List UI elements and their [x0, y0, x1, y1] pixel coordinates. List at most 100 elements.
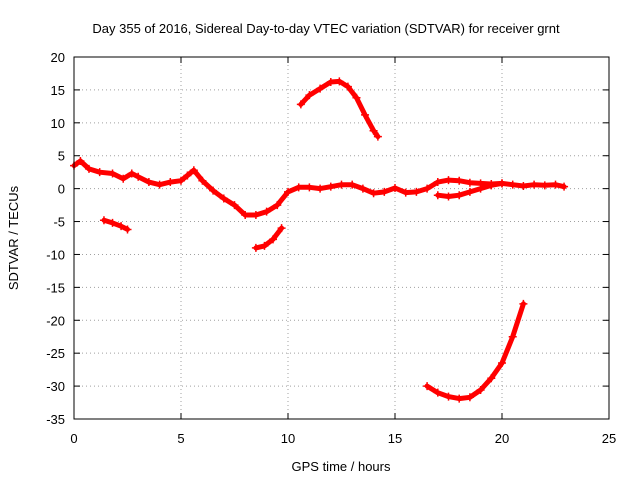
data-point — [219, 194, 228, 203]
series-arc-high — [298, 78, 381, 140]
x-tick-label: 20 — [495, 431, 509, 446]
data-point — [423, 184, 432, 193]
data-point — [476, 386, 485, 395]
data-point — [166, 178, 175, 187]
series-arc-deep — [424, 301, 526, 402]
data-point — [455, 394, 464, 403]
chart-title: Day 355 of 2016, Sidereal Day-to-day VTE… — [92, 21, 560, 36]
data-point — [465, 393, 474, 402]
data-point — [380, 187, 389, 196]
data-point — [487, 181, 496, 190]
data-point — [498, 179, 506, 188]
data-point — [487, 374, 496, 383]
data-point — [519, 182, 528, 191]
data-point — [560, 182, 569, 191]
y-tick-label: -5 — [53, 215, 65, 230]
data-point — [305, 91, 314, 100]
data-point — [189, 166, 198, 175]
data-point — [241, 210, 250, 219]
data-point — [76, 156, 85, 165]
data-point — [251, 210, 260, 219]
y-tick-label: 20 — [51, 50, 65, 65]
data-point — [108, 169, 117, 178]
data-point — [433, 191, 442, 200]
data-point — [108, 218, 117, 227]
data-point — [369, 189, 378, 198]
y-tick-label: -30 — [46, 379, 65, 394]
data-point — [119, 174, 128, 183]
y-tick-label: -15 — [46, 280, 65, 295]
axis-ticks: 0 5 10 15 20 25 20 15 10 5 0 -5 -10 -15 -20 -25 -30 -35 — [46, 50, 616, 446]
data-point — [343, 82, 352, 91]
data-point — [444, 176, 453, 185]
x-tick-label: 25 — [602, 431, 616, 446]
y-tick-label: 0 — [58, 182, 65, 197]
data-point — [316, 84, 325, 93]
data-point — [230, 201, 239, 210]
data-point — [326, 182, 335, 191]
data-point — [134, 172, 143, 181]
data-point — [352, 93, 361, 102]
data-point — [508, 332, 517, 341]
data-point — [269, 235, 278, 244]
data-point — [337, 180, 346, 189]
data-point — [373, 132, 382, 141]
data-point — [519, 299, 528, 308]
y-tick-label: 5 — [58, 149, 65, 164]
data-point — [316, 184, 325, 193]
data-point — [444, 392, 453, 401]
data-point — [262, 207, 271, 216]
data-point — [358, 184, 367, 193]
data-point — [508, 180, 517, 189]
data-point — [551, 180, 560, 189]
x-tick-label: 10 — [281, 431, 295, 446]
data-point — [444, 192, 453, 201]
y-tick-label: 15 — [51, 83, 65, 98]
data-point — [284, 187, 292, 196]
x-axis-label: GPS time / hours — [292, 459, 391, 474]
data-point — [123, 225, 132, 234]
data-point — [273, 201, 282, 210]
data-point — [296, 100, 305, 109]
data-point — [455, 191, 464, 200]
data-point — [391, 183, 399, 192]
data-point — [144, 178, 153, 187]
data-point — [433, 388, 442, 397]
y-tick-label: -20 — [46, 313, 65, 328]
data-point — [361, 110, 370, 119]
data-point — [465, 187, 474, 196]
data-point — [433, 178, 442, 187]
data-point — [294, 183, 303, 192]
y-axis-label: SDTVAR / TECUs — [6, 185, 21, 290]
data-point — [412, 187, 421, 196]
data-point — [326, 78, 335, 87]
data-point — [401, 188, 410, 197]
x-tick-label: 5 — [177, 431, 184, 446]
series-low-2 — [253, 225, 285, 251]
data-point — [348, 180, 357, 189]
plot-frame — [73, 56, 610, 420]
data-point — [498, 359, 506, 368]
data-point — [127, 169, 136, 178]
y-tick-label: -25 — [46, 346, 65, 361]
data-point — [260, 241, 269, 250]
x-tick-label: 15 — [388, 431, 402, 446]
data-point — [99, 216, 108, 225]
data-point — [95, 168, 104, 177]
data-point — [117, 222, 126, 231]
data-point — [209, 186, 218, 195]
data-point — [540, 181, 549, 190]
y-tick-label: 10 — [51, 116, 65, 131]
data-point — [476, 184, 485, 193]
data-series — [70, 77, 569, 403]
y-tick-label: -35 — [46, 412, 65, 427]
x-tick-label: 0 — [70, 431, 77, 446]
grid-lines — [74, 57, 609, 419]
series-low-1 — [101, 217, 130, 232]
data-point — [177, 176, 185, 185]
data-point — [305, 183, 314, 192]
data-point — [423, 382, 432, 391]
data-point — [183, 171, 192, 180]
data-point — [335, 77, 344, 86]
